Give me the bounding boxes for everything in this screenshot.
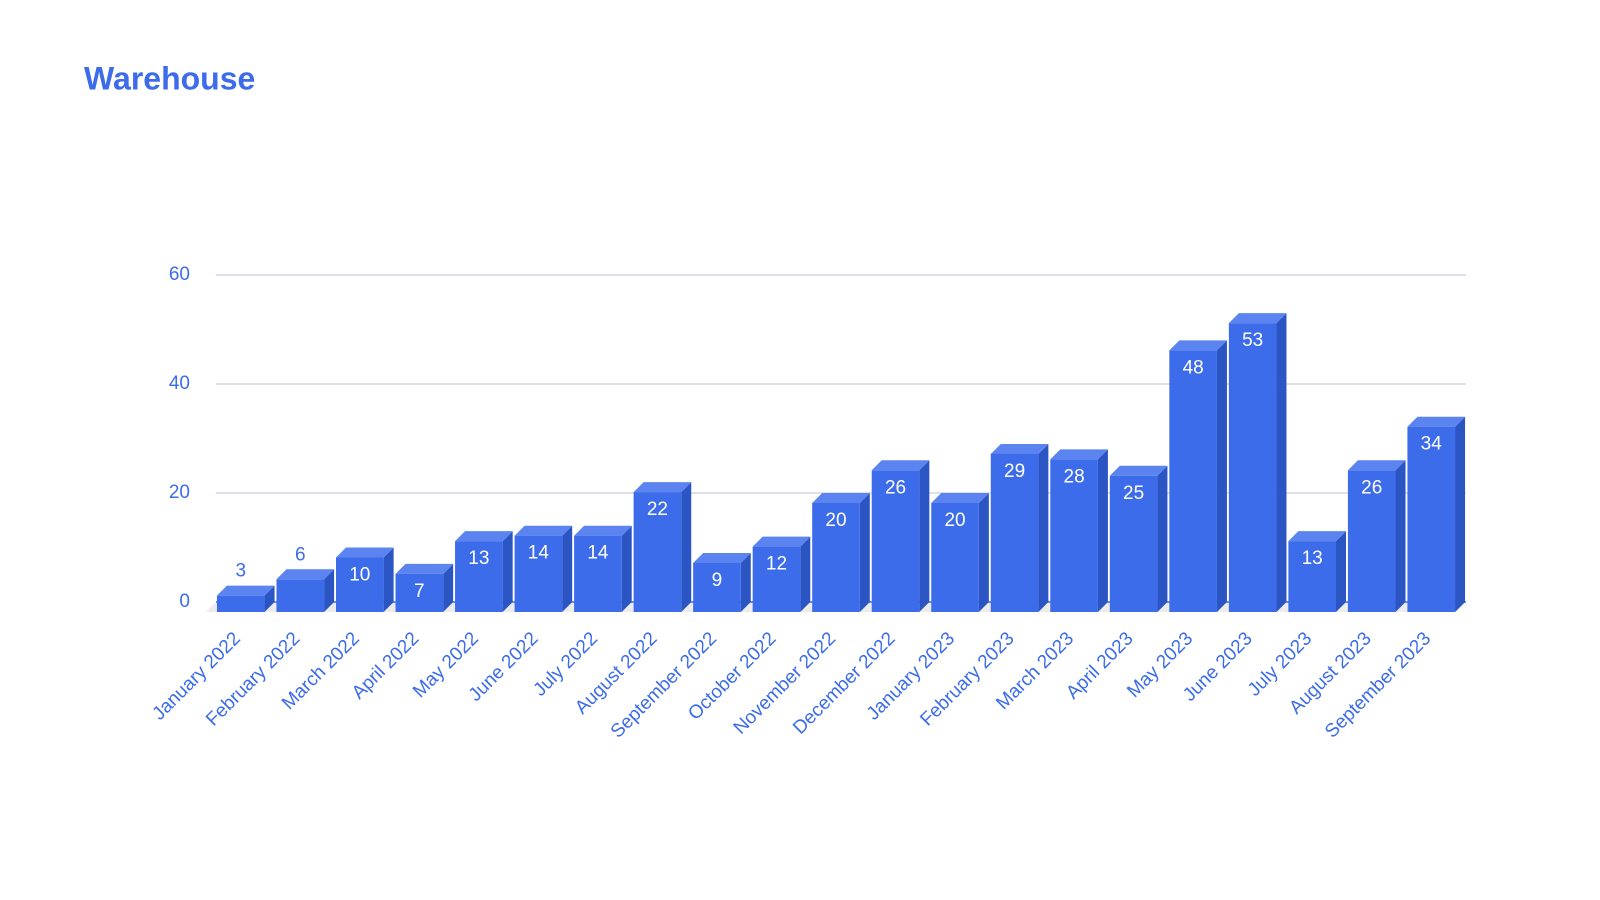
- bar: [990, 453, 1039, 612]
- value-label: 9: [712, 570, 723, 591]
- value-label: 12: [766, 554, 787, 575]
- bar-top: [1050, 449, 1108, 460]
- bar: [276, 579, 325, 612]
- bar: [931, 503, 979, 612]
- bar: [395, 573, 444, 612]
- value-label: 14: [587, 543, 609, 564]
- bar-top: [693, 552, 751, 563]
- bar-top: [633, 482, 692, 493]
- x-tick-label: September 2023: [1321, 628, 1435, 742]
- bar-side: [978, 493, 989, 612]
- bar-top: [574, 525, 632, 536]
- bar-side: [681, 482, 692, 612]
- value-label: 13: [1302, 548, 1323, 569]
- bar: [574, 535, 622, 612]
- bar: [1169, 350, 1217, 612]
- x-tick-label: November 2022: [730, 628, 840, 738]
- bar: [1109, 475, 1158, 612]
- chart-title: Warehouse: [84, 60, 255, 96]
- value-label: 26: [1361, 477, 1382, 498]
- bar-side: [800, 536, 811, 612]
- bar: [1407, 426, 1456, 612]
- bar-top: [514, 525, 573, 536]
- bar: [752, 546, 801, 612]
- bar-side: [1276, 313, 1287, 612]
- bar: [1050, 459, 1098, 612]
- value-label: 29: [1004, 461, 1025, 482]
- value-label: 6: [295, 544, 306, 565]
- value-label: 26: [885, 477, 906, 498]
- bar-side: [1455, 416, 1466, 612]
- value-label: 28: [1064, 466, 1085, 487]
- y-tick-label: 20: [169, 482, 190, 503]
- value-label: 25: [1123, 483, 1144, 504]
- bar-top: [395, 563, 454, 574]
- bar-side: [740, 552, 751, 612]
- bar-top: [455, 531, 513, 542]
- bar-top: [276, 569, 335, 580]
- y-tick-label: 40: [169, 373, 190, 394]
- bar: [1228, 323, 1277, 612]
- bar-side: [264, 585, 275, 612]
- value-label: 14: [528, 543, 550, 564]
- x-tick-label: September 2022: [607, 628, 721, 742]
- y-tick-label: 60: [169, 264, 190, 285]
- bar-side: [1038, 443, 1049, 612]
- bar: [514, 535, 563, 612]
- bar-side: [324, 569, 335, 612]
- bar-side: [1395, 460, 1406, 612]
- bar-side: [502, 531, 513, 612]
- bar-top: [1288, 531, 1346, 542]
- bar: [871, 470, 920, 612]
- bar: [812, 503, 860, 612]
- bar-side: [859, 493, 870, 612]
- bar-side: [562, 525, 573, 612]
- bar-top: [216, 585, 275, 596]
- bar: [1347, 470, 1396, 612]
- bar-top: [336, 547, 394, 558]
- bar-side: [443, 563, 454, 612]
- bar-top: [871, 460, 930, 471]
- bar-top: [1109, 465, 1168, 476]
- value-label: 13: [468, 548, 489, 569]
- value-label: 7: [414, 581, 425, 602]
- value-label: 48: [1183, 357, 1204, 378]
- value-label: 22: [647, 499, 668, 520]
- value-label: 34: [1421, 434, 1443, 455]
- bar-side: [1097, 449, 1108, 612]
- bar: [633, 492, 682, 612]
- bar-side: [1336, 531, 1346, 612]
- x-tick-label: December 2022: [789, 628, 899, 738]
- bar-side: [919, 460, 930, 612]
- bar-top: [812, 493, 870, 503]
- value-label: 20: [825, 510, 846, 531]
- value-label: 3: [235, 561, 246, 582]
- bar-side: [1157, 465, 1168, 612]
- bar: [693, 562, 741, 612]
- value-label: 10: [349, 565, 370, 586]
- bar-top: [752, 536, 811, 547]
- bar-side: [1216, 340, 1227, 612]
- bar-top: [990, 443, 1049, 454]
- bar: [455, 541, 503, 612]
- bar-side: [621, 525, 632, 612]
- bar-top: [931, 493, 989, 503]
- bar-side: [383, 547, 394, 612]
- bar-top: [1169, 340, 1227, 351]
- y-tick-label: 0: [179, 591, 190, 612]
- bar-top: [1347, 460, 1406, 471]
- value-label: 53: [1242, 330, 1263, 351]
- bar-top: [1228, 313, 1287, 324]
- bar-top: [1407, 416, 1466, 427]
- bar: [216, 595, 265, 612]
- bar: [336, 557, 384, 612]
- value-label: 20: [944, 510, 965, 531]
- bar: [1288, 541, 1336, 612]
